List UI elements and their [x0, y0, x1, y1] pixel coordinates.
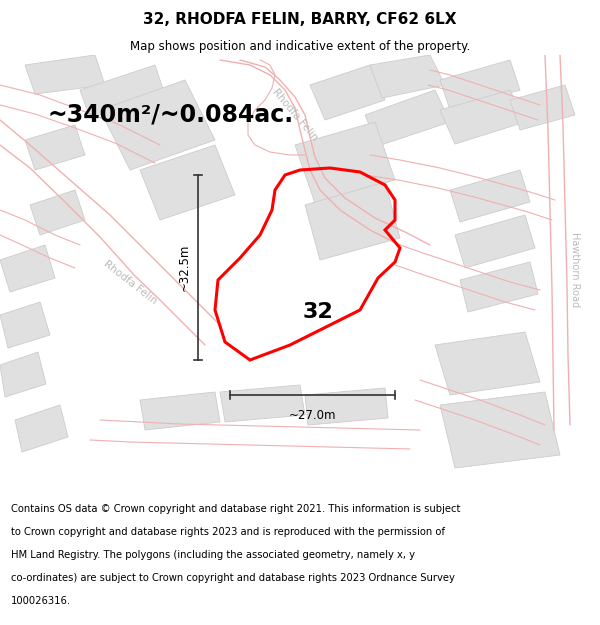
Text: 100026316.: 100026316.: [11, 596, 71, 606]
Text: Contains OS data © Crown copyright and database right 2021. This information is : Contains OS data © Crown copyright and d…: [11, 504, 460, 514]
Text: Rhodfa Felin: Rhodfa Felin: [271, 87, 320, 143]
Text: ~27.0m: ~27.0m: [289, 409, 336, 422]
Polygon shape: [450, 170, 530, 222]
Text: ~32.5m: ~32.5m: [178, 244, 191, 291]
Polygon shape: [0, 245, 55, 292]
Polygon shape: [140, 145, 235, 220]
Polygon shape: [460, 262, 538, 312]
Polygon shape: [25, 55, 105, 94]
Polygon shape: [305, 388, 388, 425]
Text: ~340m²/~0.084ac.: ~340m²/~0.084ac.: [48, 103, 294, 127]
Polygon shape: [510, 85, 575, 130]
Polygon shape: [0, 352, 46, 397]
Polygon shape: [310, 65, 385, 120]
Polygon shape: [30, 190, 85, 235]
Polygon shape: [440, 392, 560, 468]
Polygon shape: [305, 182, 400, 260]
Polygon shape: [435, 332, 540, 395]
Polygon shape: [440, 90, 525, 144]
Text: HM Land Registry. The polygons (including the associated geometry, namely x, y: HM Land Registry. The polygons (includin…: [11, 550, 415, 560]
Polygon shape: [140, 392, 220, 430]
Polygon shape: [100, 80, 215, 170]
Polygon shape: [25, 125, 85, 170]
Text: to Crown copyright and database rights 2023 and is reproduced with the permissio: to Crown copyright and database rights 2…: [11, 527, 445, 537]
Polygon shape: [15, 405, 68, 452]
Polygon shape: [0, 302, 50, 348]
Polygon shape: [295, 122, 395, 203]
Polygon shape: [80, 65, 165, 118]
Polygon shape: [365, 90, 450, 146]
Text: Map shows position and indicative extent of the property.: Map shows position and indicative extent…: [130, 39, 470, 52]
Text: 32: 32: [302, 302, 334, 322]
Text: Hawthorn Road: Hawthorn Road: [570, 232, 580, 308]
Polygon shape: [440, 60, 520, 110]
Polygon shape: [370, 55, 445, 98]
Text: Rhodfa Felin: Rhodfa Felin: [101, 258, 158, 306]
Text: co-ordinates) are subject to Crown copyright and database rights 2023 Ordnance S: co-ordinates) are subject to Crown copyr…: [11, 573, 455, 583]
Text: 32, RHODFA FELIN, BARRY, CF62 6LX: 32, RHODFA FELIN, BARRY, CF62 6LX: [143, 12, 457, 27]
Polygon shape: [455, 215, 535, 268]
Polygon shape: [220, 385, 305, 422]
